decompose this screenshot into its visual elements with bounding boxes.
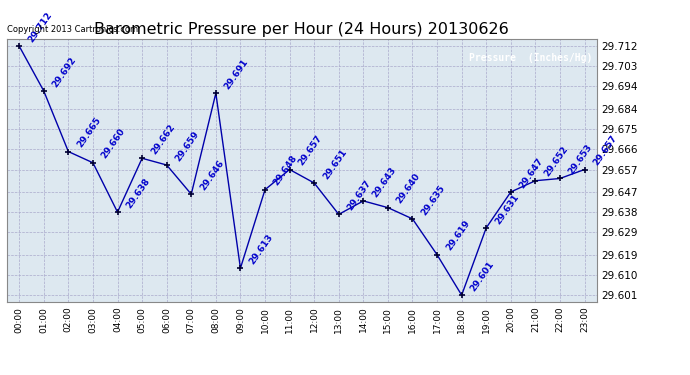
Text: 29.657: 29.657 <box>591 134 619 167</box>
Text: 29.647: 29.647 <box>518 156 545 190</box>
Text: 29.652: 29.652 <box>542 145 570 178</box>
Text: 29.662: 29.662 <box>149 123 177 156</box>
Text: 29.631: 29.631 <box>493 192 520 226</box>
Text: 29.613: 29.613 <box>248 232 275 266</box>
Text: 29.651: 29.651 <box>321 147 348 181</box>
Text: 29.637: 29.637 <box>346 178 373 212</box>
Text: 29.635: 29.635 <box>420 183 446 217</box>
Text: 29.648: 29.648 <box>272 154 299 188</box>
Text: 29.643: 29.643 <box>371 165 397 199</box>
Text: 29.657: 29.657 <box>297 134 324 167</box>
Text: 29.692: 29.692 <box>51 55 78 89</box>
Text: Copyright 2013 Cartronics.com: Copyright 2013 Cartronics.com <box>7 25 138 34</box>
Text: 29.601: 29.601 <box>469 260 496 293</box>
Title: Barometric Pressure per Hour (24 Hours) 20130626: Barometric Pressure per Hour (24 Hours) … <box>95 22 509 37</box>
Text: 29.659: 29.659 <box>174 129 201 163</box>
Text: 29.646: 29.646 <box>198 158 226 192</box>
Text: 29.640: 29.640 <box>395 172 422 206</box>
Text: 29.712: 29.712 <box>26 10 54 44</box>
Text: 29.665: 29.665 <box>75 116 103 149</box>
Text: 29.660: 29.660 <box>100 127 127 160</box>
Text: 29.638: 29.638 <box>124 176 152 210</box>
Text: 29.691: 29.691 <box>223 57 250 91</box>
Text: 29.619: 29.619 <box>444 219 471 253</box>
Text: 29.653: 29.653 <box>567 142 594 176</box>
